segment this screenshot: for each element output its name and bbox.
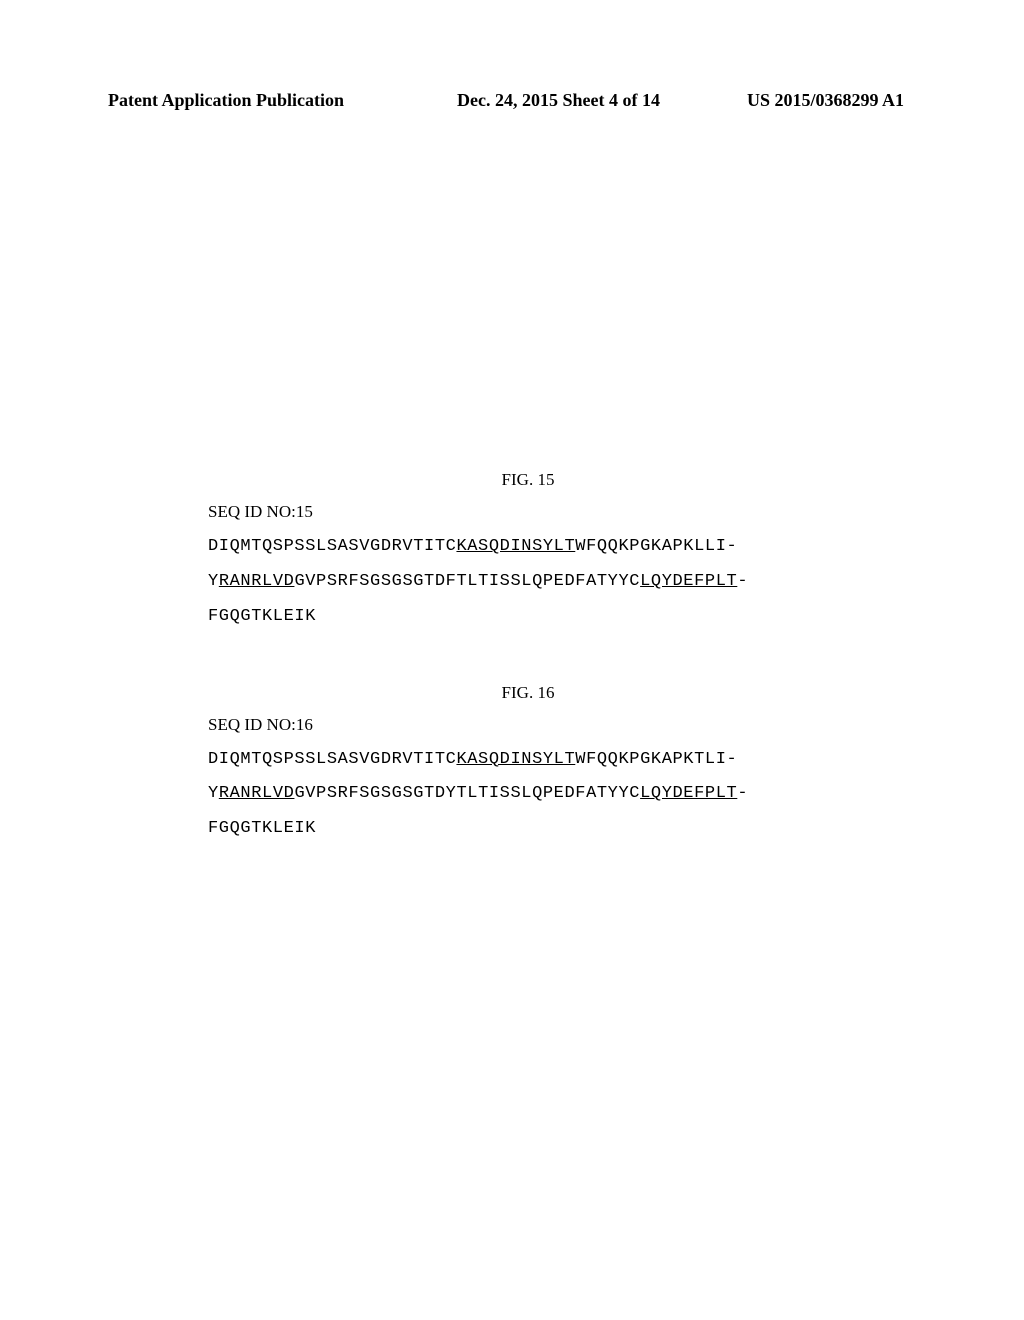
seq15-line2-c: -: [737, 572, 748, 591]
seq16-line1-u: KASQDINSYLT: [456, 750, 575, 769]
seq16-line1-a: DIQMTQSPSSLSASVGDRVTITC: [208, 750, 456, 769]
seq16-line2-u2: LQYDEFPLT: [640, 784, 737, 803]
seq15-line1-b: WFQQKPGKAPKLLI-: [575, 537, 737, 556]
page-header: Patent Application Publication Dec. 24, …: [0, 90, 1024, 111]
seq16-line1-b: WFQQKPGKAPKTLI-: [575, 750, 737, 769]
seq15-line2-u2: LQYDEFPLT: [640, 572, 737, 591]
header-center: Dec. 24, 2015 Sheet 4 of 14: [344, 90, 747, 111]
figure-16-label: FIG. 16: [208, 683, 848, 703]
seq15-line1: DIQMTQSPSSLSASVGDRVTITCKASQDINSYLTWFQQKP…: [208, 530, 848, 565]
seq15-line3: FGQGTKLEIK: [208, 600, 848, 635]
seq15-line1-u: KASQDINSYLT: [456, 537, 575, 556]
figure-15-block: FIG. 15 SEQ ID NO:15 DIQMTQSPSSLSASVGDRV…: [208, 470, 848, 635]
seq16-line1: DIQMTQSPSSLSASVGDRVTITCKASQDINSYLTWFQQKP…: [208, 743, 848, 778]
seq15-line2-u: RANRLVD: [219, 572, 295, 591]
seq15-line1-a: DIQMTQSPSSLSASVGDRVTITC: [208, 537, 456, 556]
seq15-line2-a: Y: [208, 572, 219, 591]
seq-id-15-label: SEQ ID NO:15: [208, 502, 848, 522]
seq16-line2-u: RANRLVD: [219, 784, 295, 803]
seq15-line2: YRANRLVDGVPSRFSGSGSGTDFTLTISSLQPEDFATYYC…: [208, 565, 848, 600]
figure-16-block: FIG. 16 SEQ ID NO:16 DIQMTQSPSSLSASVGDRV…: [208, 683, 848, 848]
seq16-line2-c: -: [737, 784, 748, 803]
header-left: Patent Application Publication: [0, 90, 344, 111]
seq16-line3: FGQGTKLEIK: [208, 812, 848, 847]
figure-15-label: FIG. 15: [208, 470, 848, 490]
seq16-line2-b: GVPSRFSGSGSGTDYTLTISSLQPEDFATYYC: [294, 784, 640, 803]
page-content: FIG. 15 SEQ ID NO:15 DIQMTQSPSSLSASVGDRV…: [208, 470, 848, 847]
seq-id-16-label: SEQ ID NO:16: [208, 715, 848, 735]
header-right: US 2015/0368299 A1: [747, 90, 1024, 111]
seq16-line2-a: Y: [208, 784, 219, 803]
seq16-line2: YRANRLVDGVPSRFSGSGSGTDYTLTISSLQPEDFATYYC…: [208, 777, 848, 812]
seq15-line2-b: GVPSRFSGSGSGTDFTLTISSLQPEDFATYYC: [294, 572, 640, 591]
